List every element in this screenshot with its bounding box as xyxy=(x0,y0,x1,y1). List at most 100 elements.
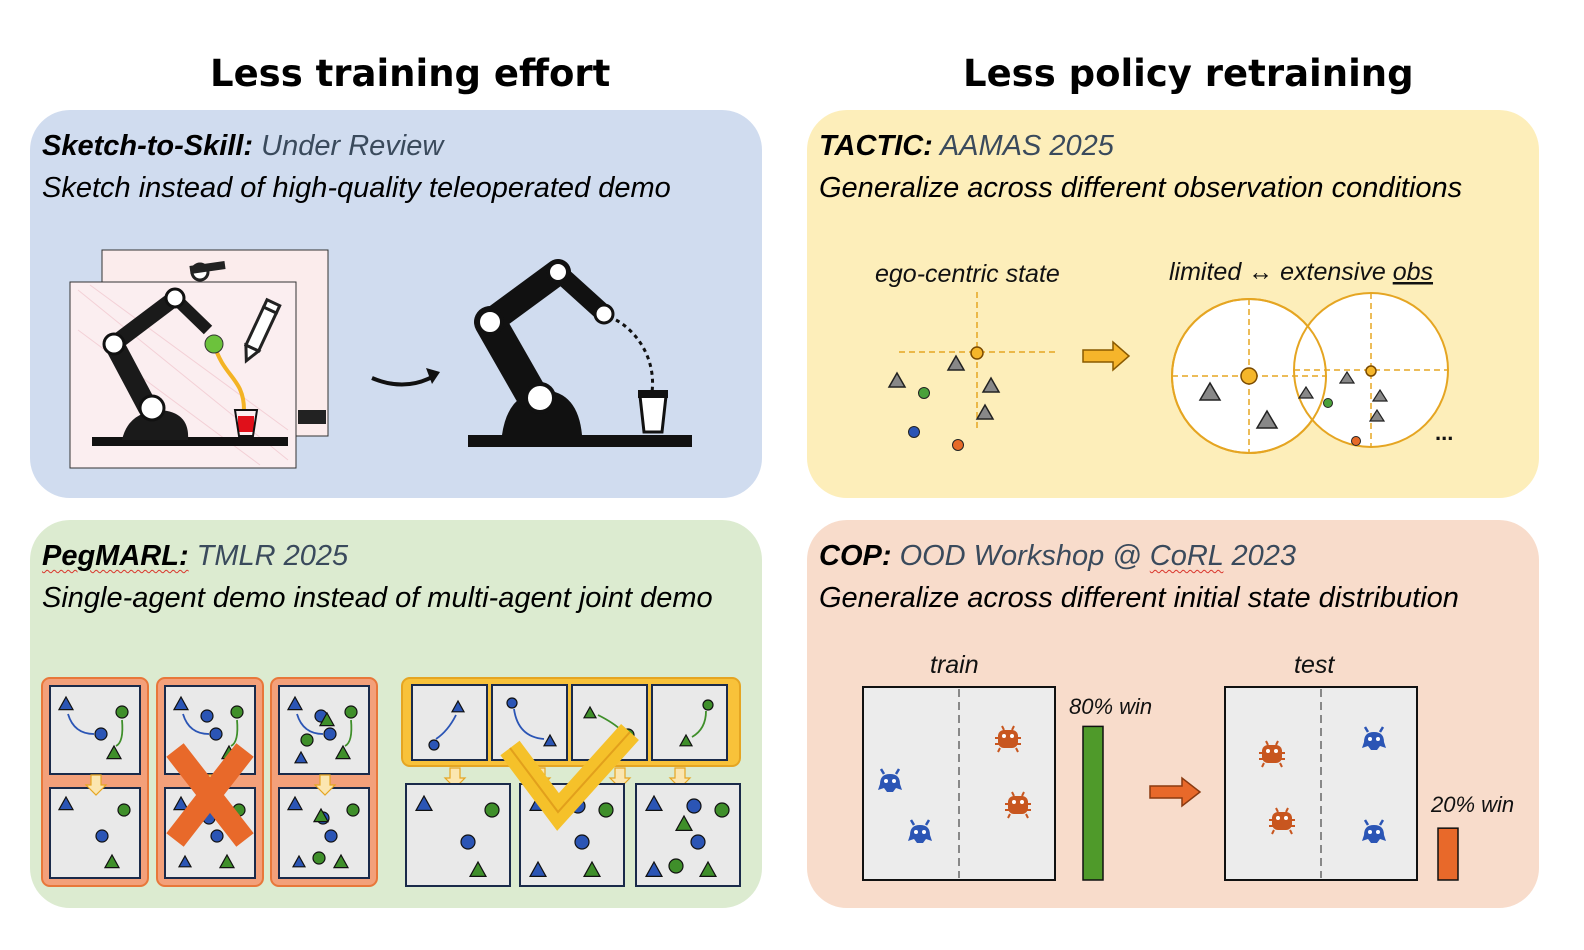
blue-agent xyxy=(293,750,309,764)
green-landmark xyxy=(115,705,129,719)
blue-agent xyxy=(172,795,190,811)
blue-landmark xyxy=(324,829,338,843)
green-agent xyxy=(218,853,236,869)
test-win-bar xyxy=(1437,827,1459,881)
robot-arm-icon xyxy=(468,259,692,447)
green-landmark xyxy=(702,699,714,711)
blue-landmark xyxy=(428,739,440,751)
blue-alien-icon xyxy=(908,819,932,843)
blue-agent xyxy=(286,695,304,711)
pegmarl-panel: PegMARL: TMLR 2025 Single-agent demo ins… xyxy=(30,520,762,908)
blue-agent xyxy=(172,695,190,711)
blue-landmark xyxy=(686,798,702,814)
down-arrow-icon xyxy=(313,774,337,796)
trajectory-arrow xyxy=(296,713,324,735)
blue-landmark xyxy=(200,709,214,723)
blue-agent xyxy=(286,795,304,811)
train-win-label: 80% win xyxy=(1069,694,1152,719)
green-agent xyxy=(334,744,352,760)
trajectory-arrow xyxy=(435,714,457,740)
green-landmark xyxy=(714,802,730,818)
right-column-heading: Less policy retraining xyxy=(963,52,1414,95)
blue-agent xyxy=(528,860,548,877)
blue-agent xyxy=(414,794,434,811)
sketch-description: Sketch instead of high-quality teleopera… xyxy=(42,172,671,204)
left-column-heading: Less training effort xyxy=(210,52,611,95)
green-landmark xyxy=(344,705,358,719)
cop-panel-title: COP: OOD Workshop @ CoRL 2023 xyxy=(819,540,1296,573)
green-landmark xyxy=(230,705,244,719)
green-agent xyxy=(678,733,694,747)
green-agent xyxy=(582,860,602,877)
sketch-venue: Under Review xyxy=(261,130,444,162)
observation-range-diagram: ... xyxy=(1171,292,1453,454)
green-landmark xyxy=(346,803,360,817)
blue-agent xyxy=(57,795,75,811)
tactic-panel: TACTIC: AAMAS 2025 Generalize across dif… xyxy=(807,110,1539,498)
trajectory-arrow xyxy=(115,719,124,747)
more-ellipsis: ... xyxy=(1435,420,1453,445)
pencil-icon xyxy=(243,297,282,364)
tactic-method-name: TACTIC: xyxy=(819,130,933,162)
blue-landmark xyxy=(574,834,590,850)
tactic-venue: AAMAS 2025 xyxy=(939,130,1114,162)
blue-landmark xyxy=(323,727,337,741)
blue-agent xyxy=(644,860,664,877)
blue-agent xyxy=(57,695,75,711)
peg-panel-title: PegMARL: TMLR 2025 xyxy=(42,540,348,573)
orange-bug-icon xyxy=(1005,791,1031,819)
blue-agent xyxy=(644,794,664,811)
cop-venue-a: OOD Workshop @ xyxy=(899,540,1150,572)
test-win-label: 20% win xyxy=(1430,792,1514,817)
pegmarl-grid-cells xyxy=(49,684,741,887)
sketch-panel-title: Sketch-to-Skill: Under Review xyxy=(42,130,443,163)
orange-bug-icon xyxy=(995,725,1021,753)
cop-method-name: COP: xyxy=(819,540,892,572)
obs-range-label-b: obs xyxy=(1393,258,1433,286)
blue-landmark xyxy=(209,727,223,741)
pegmarl-illustration xyxy=(41,677,741,887)
tactic-description: Generalize across different observation … xyxy=(819,172,1463,204)
blue-alien-icon xyxy=(1362,819,1386,843)
peg-description: Single-agent demo instead of multi-agent… xyxy=(42,582,713,614)
train-win-bar xyxy=(1082,725,1104,881)
train-label: train xyxy=(930,651,979,679)
green-agent xyxy=(105,744,123,760)
green-agent xyxy=(674,814,694,831)
cop-venue-b: CoRL xyxy=(1149,540,1224,572)
cross-mark-icon xyxy=(166,743,254,847)
green-landmark xyxy=(312,851,326,865)
orange-bug-icon xyxy=(1269,807,1295,835)
test-label: test xyxy=(1294,651,1335,679)
trajectory-arrow xyxy=(344,719,353,747)
blue-alien-icon xyxy=(878,768,902,792)
peg-method-name: PegMARL: xyxy=(42,540,189,572)
cop-panel: COP: OOD Workshop @ CoRL 2023 Generalize… xyxy=(807,520,1539,908)
green-landmark xyxy=(668,858,684,874)
blue-landmark xyxy=(460,834,476,850)
blue-alien-icon xyxy=(1362,726,1386,750)
green-landmark xyxy=(484,802,500,818)
obs-range-label-a: limited ↔ extensive xyxy=(1169,258,1393,286)
trajectory-arrow xyxy=(67,713,95,735)
cop-description: Generalize across different initial stat… xyxy=(819,582,1459,614)
sketch-method-name: Sketch-to-Skill: xyxy=(42,130,254,162)
trajectory-arrow xyxy=(513,708,545,740)
grid-cell xyxy=(49,685,141,775)
ego-centric-state-diagram xyxy=(887,292,1057,451)
test-field xyxy=(1224,686,1418,881)
green-agent xyxy=(312,807,330,823)
trajectory-arrow xyxy=(691,710,707,738)
grid-cell xyxy=(491,684,568,761)
cop-venue-c: 2023 xyxy=(1223,540,1296,572)
green-landmark xyxy=(117,803,131,817)
grid-cell xyxy=(411,684,488,761)
peg-venue: TMLR 2025 xyxy=(196,540,349,572)
ego-centric-label: ego-centric state xyxy=(875,260,1060,288)
orange-bug-icon xyxy=(1259,740,1285,768)
grid-cell xyxy=(651,684,728,761)
curved-arrow-icon xyxy=(371,368,440,387)
sketch-card-front xyxy=(69,281,297,469)
sketch-to-skill-panel: Sketch-to-Skill: Under Review Sketch ins… xyxy=(30,110,762,498)
blue-landmark xyxy=(690,834,706,850)
